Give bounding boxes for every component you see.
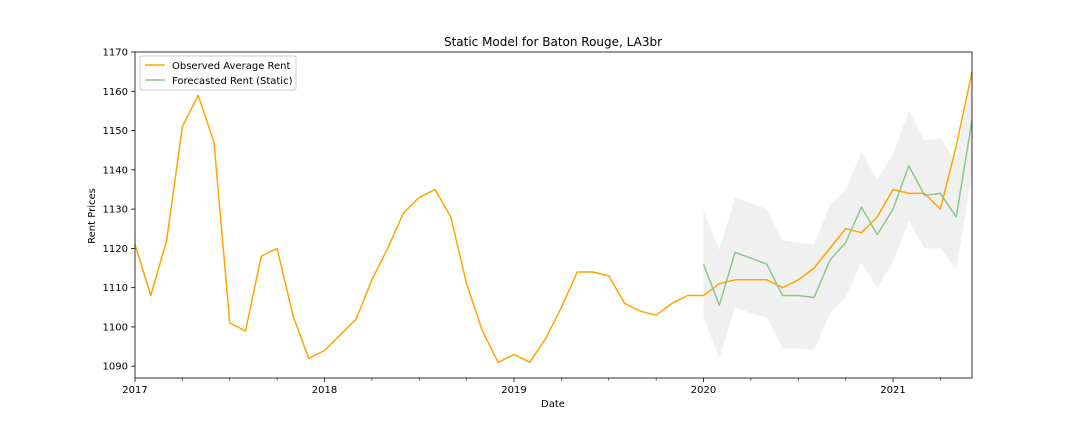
y-tick-label: 1160 — [103, 87, 128, 98]
confidence-band-layer — [703, 67, 972, 359]
legend-box — [139, 55, 297, 91]
ticks-layer: 1090 1100 1110 1120 1130 1140 1150 1160 1170 2017… — [103, 48, 941, 396]
x-tick-label: 2018 — [312, 385, 337, 396]
series-layer — [134, 71, 973, 364]
legend-label-observed: Observed Average Rent — [172, 61, 291, 72]
series-line-observed — [134, 71, 973, 364]
series-line-forecast — [702, 120, 973, 307]
y-tick-label: 1130 — [103, 205, 128, 216]
x-tick-label: 2019 — [501, 385, 526, 396]
y-tick-label: 1090 — [103, 362, 128, 373]
axes-layer — [134, 51, 973, 379]
x-tick-label: 2020 — [691, 385, 716, 396]
y-tick-label: 1120 — [103, 244, 128, 255]
y-tick-label: 1150 — [103, 126, 128, 137]
y-tick-label: 1110 — [103, 283, 128, 294]
x-tick-label: 2021 — [880, 385, 905, 396]
legend-label-forecast: Forecasted Rent (Static) — [172, 76, 293, 87]
x-tick-label: 2017 — [122, 385, 147, 396]
y-tick-label: 1170 — [103, 48, 128, 59]
chart-title: Static Model for Baton Rouge, LA3br — [444, 35, 662, 49]
confidence-band — [703, 67, 972, 359]
y-tick-label: 1140 — [103, 165, 128, 176]
y-tick-label: 1100 — [103, 322, 128, 333]
legend: Observed Average Rent Forecasted Rent (S… — [139, 55, 297, 91]
plot-frame — [134, 51, 973, 379]
x-axis-label: Date — [541, 399, 565, 410]
y-axis-label: Rent Prices — [87, 188, 98, 244]
